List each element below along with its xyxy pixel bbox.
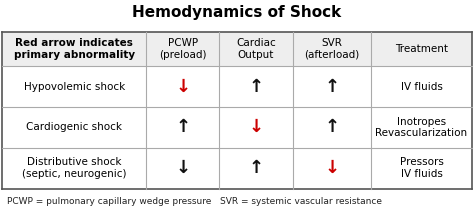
- Bar: [2, 32, 472, 66]
- Text: Pressors
IV fluids: Pressors IV fluids: [400, 157, 443, 179]
- Text: ↓: ↓: [324, 159, 339, 177]
- Text: Hypovolemic shock: Hypovolemic shock: [24, 82, 125, 92]
- Text: IV fluids: IV fluids: [401, 82, 442, 92]
- Text: ↓: ↓: [248, 118, 264, 136]
- Text: ↓: ↓: [175, 159, 191, 177]
- Text: Cardiac
Output: Cardiac Output: [236, 38, 276, 60]
- Text: ↑: ↑: [324, 78, 339, 95]
- Text: ↑: ↑: [248, 78, 264, 95]
- Text: Hemodynamics of Shock: Hemodynamics of Shock: [132, 5, 342, 20]
- Text: PCWP
(preload): PCWP (preload): [159, 38, 207, 60]
- Text: ↑: ↑: [248, 159, 264, 177]
- Text: ↑: ↑: [324, 118, 339, 136]
- Text: ↑: ↑: [175, 118, 191, 136]
- Text: SVR
(afterload): SVR (afterload): [304, 38, 360, 60]
- Text: PCWP = pulmonary capillary wedge pressure   SVR = systemic vascular resistance: PCWP = pulmonary capillary wedge pressur…: [7, 197, 382, 206]
- Text: Inotropes
Revascularization: Inotropes Revascularization: [375, 117, 467, 138]
- Text: Treatment: Treatment: [395, 44, 448, 54]
- Text: Red arrow indicates
primary abnormality: Red arrow indicates primary abnormality: [14, 38, 135, 60]
- Text: Distributive shock
(septic, neurogenic): Distributive shock (septic, neurogenic): [22, 157, 127, 179]
- Text: ↓: ↓: [175, 78, 191, 95]
- Text: Cardiogenic shock: Cardiogenic shock: [26, 122, 122, 132]
